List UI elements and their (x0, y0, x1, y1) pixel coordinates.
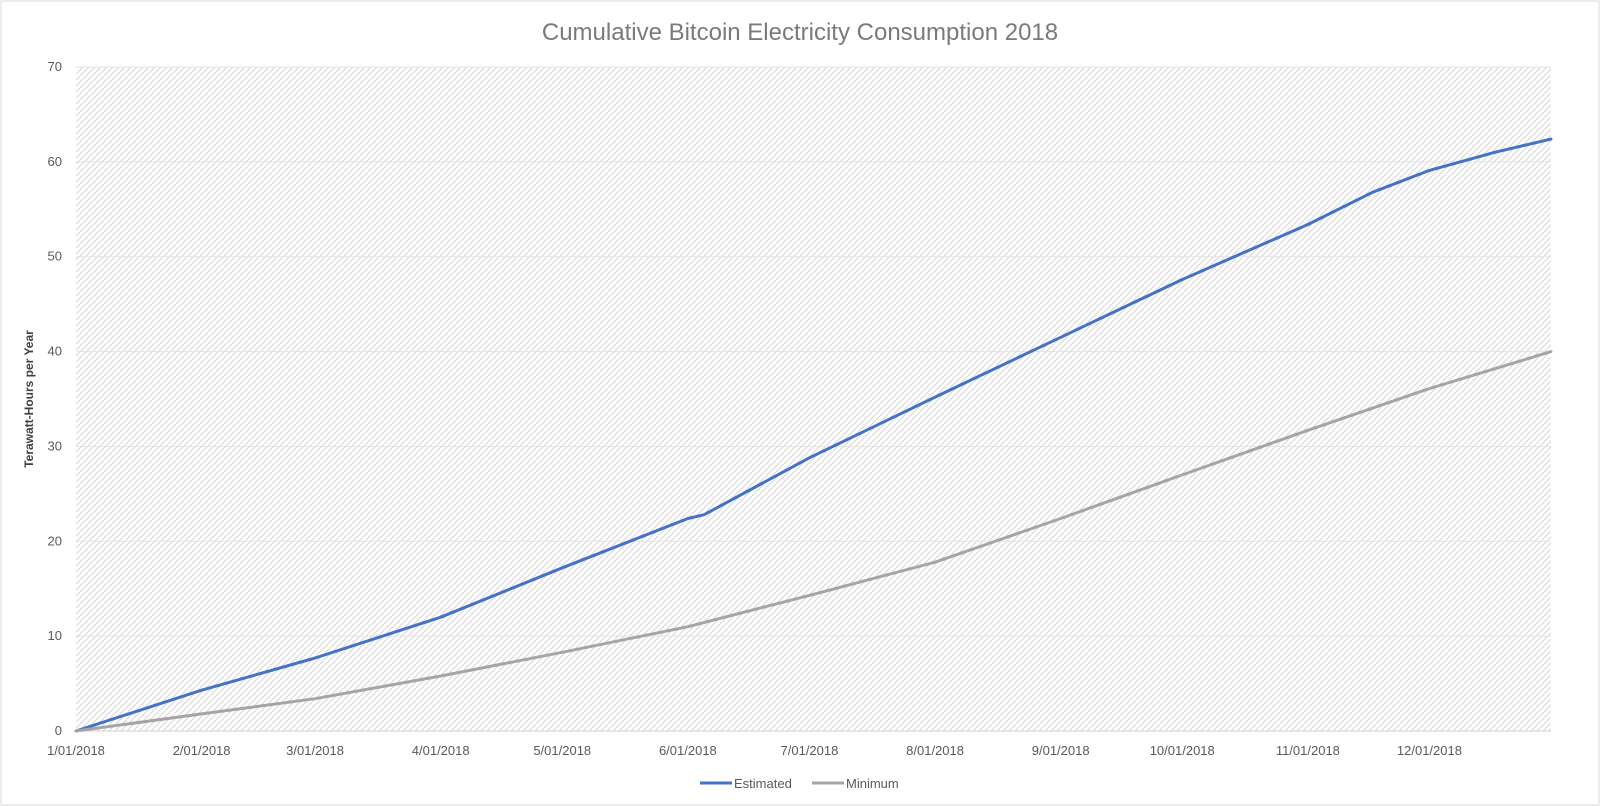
x-tick-label: 8/01/2018 (906, 743, 964, 758)
x-tick-label: 6/01/2018 (659, 743, 717, 758)
x-tick-label: 11/01/2018 (1276, 743, 1340, 758)
plot-area (76, 67, 1551, 731)
y-tick-label: 70 (48, 59, 62, 74)
legend-label-estimated: Estimated (734, 776, 792, 791)
x-tick-label: 9/01/2018 (1032, 743, 1090, 758)
x-tick-label: 10/01/2018 (1150, 743, 1215, 758)
legend: Estimated Minimum (700, 776, 899, 791)
y-tick-label: 20 (48, 533, 62, 548)
y-axis-title: Terawatt-Hours per Year (22, 330, 36, 468)
y-tick-label: 30 (48, 438, 62, 453)
x-tick-label: 3/01/2018 (286, 743, 344, 758)
x-tick-label: 12/01/2018 (1397, 743, 1462, 758)
series-line-estimated (74, 137, 1553, 733)
y-tick-label: 0 (55, 723, 62, 738)
gridlines (76, 66, 1551, 732)
chart-title: Cumulative Bitcoin Electricity Consumpti… (542, 19, 1058, 46)
series-line-minimum (74, 350, 1553, 733)
legend-label-minimum: Minimum (846, 776, 899, 791)
y-axis-ticks: 0 10 20 30 40 50 60 70 (48, 59, 62, 738)
x-axis-ticks: 1/01/2018 2/01/2018 3/01/2018 4/01/2018 5/01… (47, 743, 1462, 758)
y-tick-label: 60 (48, 154, 62, 169)
x-tick-label: 7/01/2018 (781, 743, 839, 758)
y-tick-label: 10 (48, 628, 62, 643)
x-tick-label: 5/01/2018 (533, 743, 591, 758)
series-lines (74, 137, 1553, 733)
y-tick-label: 40 (48, 344, 62, 359)
x-tick-label: 1/01/2018 (47, 743, 105, 758)
y-tick-label: 50 (48, 249, 62, 264)
x-tick-label: 2/01/2018 (173, 743, 231, 758)
x-tick-label: 4/01/2018 (412, 743, 470, 758)
